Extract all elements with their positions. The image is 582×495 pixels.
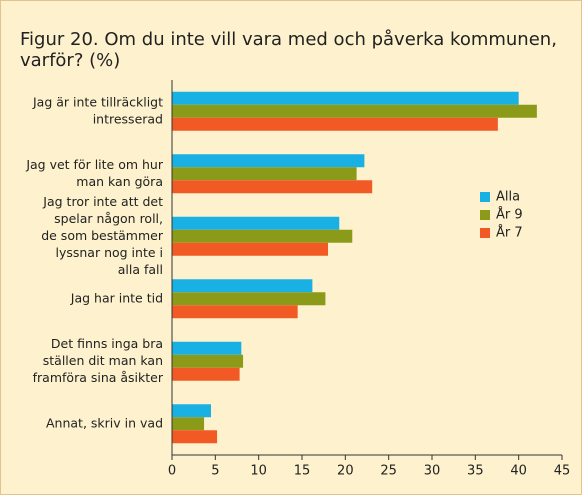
chart-title: Figur 20. Om du inte vill vara med och p… [20,29,557,50]
x-tick-label: 10 [250,464,267,479]
bar [172,354,244,368]
bar [172,367,240,381]
bar [172,180,373,194]
x-tick-label: 15 [294,464,311,479]
y-tick-label: alla fall [118,262,163,277]
y-tick-label: lyssnar nog inte i [55,245,163,260]
legend-swatch [480,228,490,238]
y-tick-label: spelar någon roll, [54,211,163,226]
legend-label: År 9 [496,207,523,223]
y-tick-label: Det finns inga bra [51,336,163,351]
chart-title: varför? (%) [20,50,120,71]
x-tick-label: 5 [211,464,219,479]
y-tick-label: Jag har inte tid [70,290,163,305]
bar [172,341,242,355]
legend-label: Alla [496,190,520,205]
legend-swatch [480,210,490,220]
bar [172,216,340,230]
y-tick-label: man kan göra [76,174,163,189]
x-tick-label: 45 [554,464,571,479]
bar [172,430,218,444]
x-tick-label: 20 [337,464,354,479]
bar [172,229,353,243]
bar [172,404,211,418]
legend-label: År 7 [496,225,523,241]
y-tick-label: intresserad [93,111,163,126]
x-tick-label: 25 [380,464,397,479]
y-tick-label: de som bestämmer [41,228,164,243]
bar [172,292,326,306]
bar [172,154,365,168]
legend-swatch [480,192,490,202]
bar [172,305,298,319]
y-tick-label: ställen dit man kan [43,353,163,368]
bar [172,279,313,293]
y-tick-label: Jag är inte tillräckligt [32,94,163,109]
bar [172,167,357,181]
bar [172,91,519,105]
y-tick-label: framföra sina åsikter [33,370,164,385]
x-tick-label: 30 [424,464,441,479]
bar [172,104,537,118]
bar [172,117,498,131]
x-tick-label: 35 [467,464,484,479]
bar [172,242,328,256]
y-tick-label: Annat, skriv in vad [46,415,163,430]
y-tick-label: Jag tror inte att det [42,194,163,209]
y-tick-label: Jag vet för lite om hur [25,157,164,172]
bar [172,417,205,431]
x-tick-label: 0 [168,464,176,479]
x-tick-label: 40 [510,464,527,479]
